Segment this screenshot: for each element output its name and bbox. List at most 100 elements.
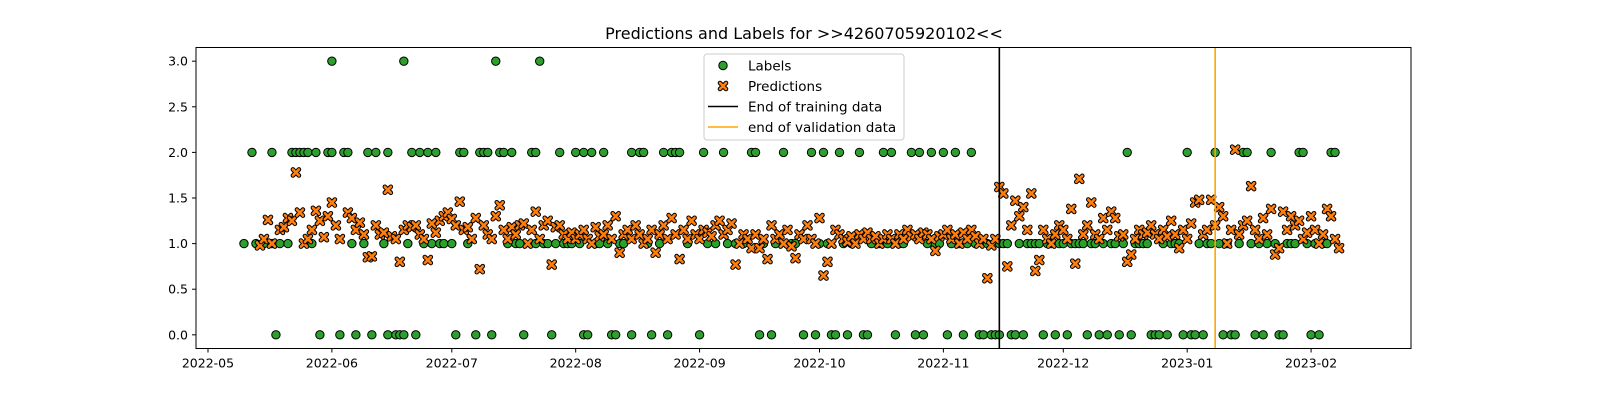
label-point (626, 147, 637, 158)
label-point (1018, 330, 1029, 340)
prediction-point (682, 233, 693, 245)
label-point (407, 147, 417, 158)
label-point (698, 147, 709, 158)
vertical-lines-layer (998, 47, 1216, 349)
label-point (806, 147, 817, 158)
prediction-point (1213, 201, 1225, 213)
label-point (1234, 238, 1244, 249)
prediction-point (1261, 229, 1273, 240)
x-tick-label: 2023-02 (1285, 356, 1337, 371)
label-point (447, 238, 457, 249)
prediction-point (286, 215, 298, 227)
prediction-point (1030, 265, 1041, 277)
label-point (383, 147, 393, 158)
prediction-point (1333, 242, 1345, 254)
label-point (507, 147, 517, 158)
prediction-point (626, 233, 637, 245)
prediction-point (622, 224, 633, 236)
prediction-point (1014, 210, 1025, 222)
prediction-point (530, 206, 542, 217)
prediction-point (1293, 215, 1305, 227)
label-point (674, 147, 685, 158)
label-point (335, 330, 345, 340)
label-point (1102, 330, 1112, 340)
label-point (950, 147, 961, 158)
label-point (610, 330, 621, 340)
prediction-point (762, 253, 773, 265)
prediction-point (258, 233, 270, 245)
prediction-point (466, 233, 478, 245)
label-point (626, 330, 637, 340)
label-point (343, 147, 353, 158)
prediction-point (1073, 173, 1085, 185)
prediction-point (814, 212, 825, 224)
label-point (1298, 147, 1308, 158)
x-tick-label: 2022-06 (306, 356, 358, 371)
label-point (1002, 238, 1013, 249)
prediction-point (658, 220, 669, 231)
label-point (459, 147, 469, 158)
prediction-point (1097, 212, 1109, 224)
prediction-point (1109, 212, 1121, 224)
prediction-point (526, 224, 538, 236)
prediction-point (518, 218, 530, 229)
label-point (1262, 238, 1272, 249)
label-point (1154, 330, 1164, 340)
prediction-point (334, 233, 346, 245)
prediction-point (810, 238, 821, 249)
prediction-point (366, 251, 378, 262)
label-point (654, 238, 665, 249)
label-point (303, 147, 313, 158)
prediction-point (1205, 194, 1217, 206)
prediction-point (734, 238, 745, 249)
prediction-point (1161, 231, 1173, 242)
prediction-point (310, 205, 322, 217)
label-point (1178, 330, 1188, 340)
prediction-point (474, 263, 486, 275)
prediction-point (1201, 224, 1213, 236)
prediction-point (666, 212, 677, 224)
prediction-point (1101, 224, 1113, 236)
prediction-point (1057, 224, 1069, 236)
prediction-point (494, 199, 506, 211)
chart-title: Predictions and Labels for >>42607059201… (605, 24, 1003, 43)
prediction-point (614, 247, 625, 259)
label-point (1038, 330, 1049, 340)
prediction-point (1077, 229, 1089, 240)
prediction-point (754, 242, 765, 254)
x-tick-label: 2022-05 (182, 356, 234, 371)
prediction-point (630, 220, 641, 231)
label-point (1278, 330, 1288, 340)
prediction-point (846, 231, 857, 242)
prediction-point (470, 212, 482, 224)
label-point (555, 147, 565, 158)
prediction-point (650, 247, 661, 259)
prediction-point (930, 245, 941, 257)
prediction-point (378, 227, 390, 238)
prediction-point (510, 229, 522, 240)
prediction-point (302, 233, 314, 245)
label-point (1182, 147, 1192, 158)
prediction-point (370, 220, 382, 231)
prediction-point (1117, 229, 1129, 240)
label-point (471, 330, 481, 340)
label-point (578, 147, 589, 158)
y-tick-label: 0.0 (168, 327, 188, 342)
x-tick-label: 2022-09 (673, 356, 725, 371)
label-point (427, 238, 437, 249)
prediction-point (1193, 194, 1205, 206)
label-point (658, 147, 669, 158)
x-tick-label: 2023-01 (1161, 356, 1213, 371)
label-point (830, 330, 841, 340)
legend-item: end of validation data (708, 120, 896, 136)
prediction-point (502, 233, 514, 245)
legend-item: Predictions (717, 79, 822, 95)
prediction-point (314, 215, 326, 227)
label-point (1114, 330, 1124, 340)
label-point (798, 330, 809, 340)
prediction-point (978, 233, 989, 245)
label-point (810, 330, 821, 340)
label-point (1126, 330, 1136, 340)
prediction-point (410, 220, 422, 231)
prediction-point (678, 224, 689, 236)
